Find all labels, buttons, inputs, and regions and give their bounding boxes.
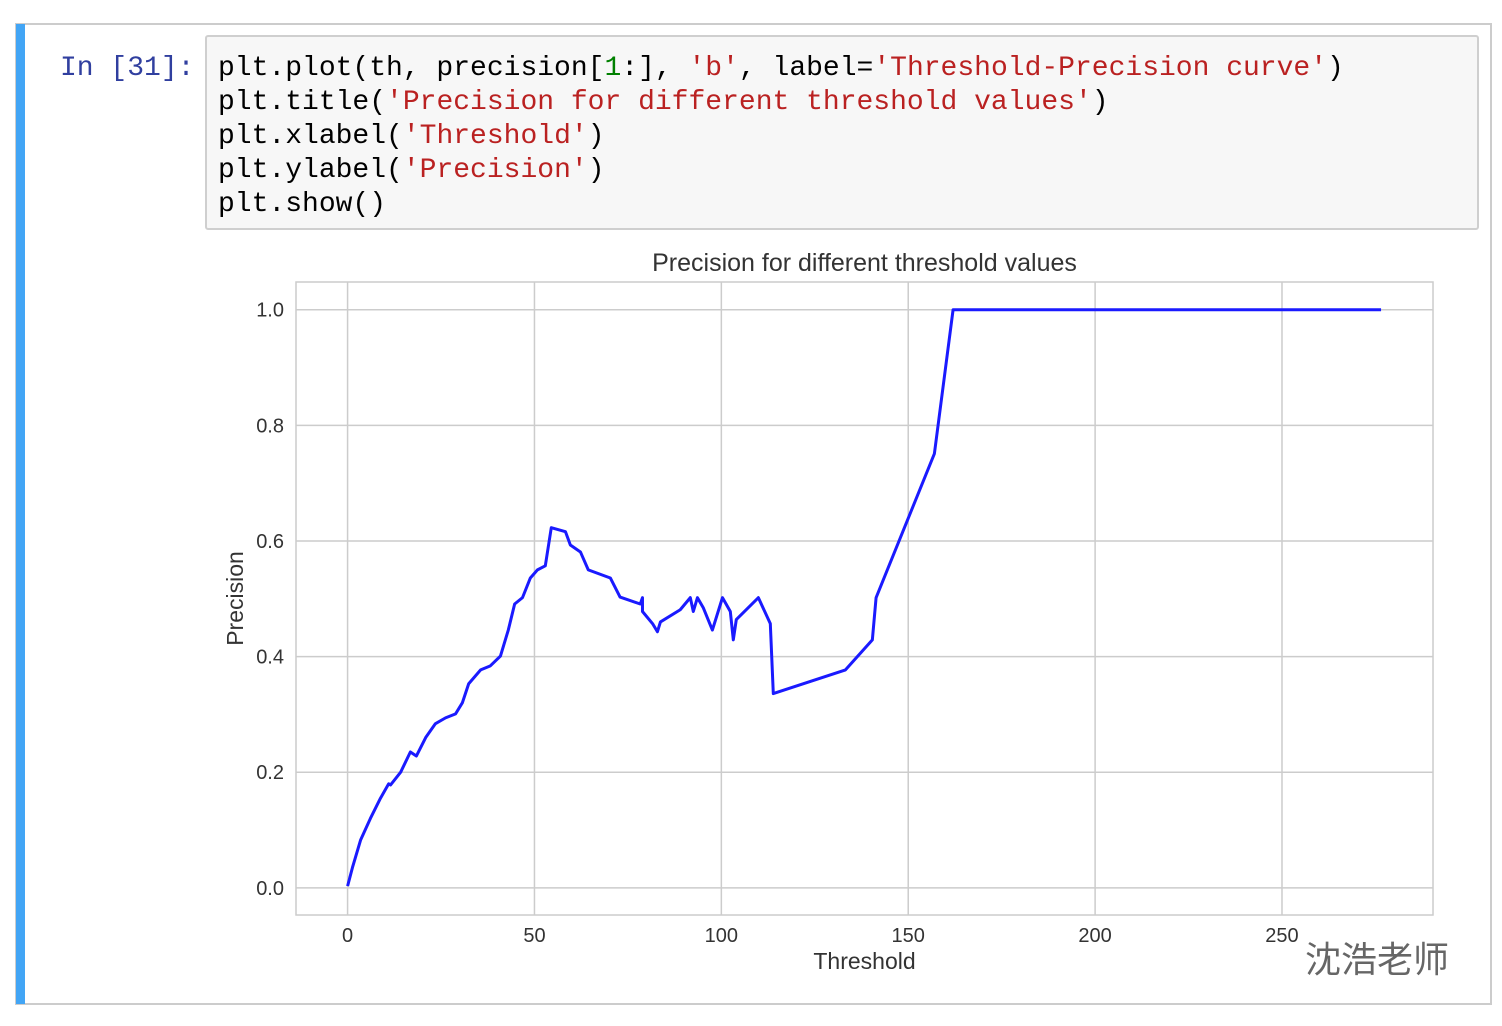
code-line: plt.title('Precision for different thres… xyxy=(218,87,1109,118)
code-token: ) xyxy=(588,155,605,186)
code-token: plt.title( xyxy=(218,87,386,118)
x-tick-label: 250 xyxy=(1265,925,1298,947)
cell-selection-bar xyxy=(16,24,25,1004)
code-line: plt.plot(th, precision[1:], 'b', label='… xyxy=(218,53,1344,84)
code-token: , label= xyxy=(739,53,873,84)
code-token: ) xyxy=(588,121,605,152)
code-input-box[interactable] xyxy=(205,35,1479,230)
code-lines: plt.plot(th, precision[1:], 'b', label='… xyxy=(218,53,1344,220)
y-tick-label: 0.0 xyxy=(256,878,284,900)
x-axis-label: Threshold xyxy=(813,948,915,974)
code-token: 'Threshold-Precision curve' xyxy=(873,53,1327,84)
watermark: 沈浩老师 xyxy=(1305,939,1449,980)
input-prompt: In [31]: xyxy=(60,53,194,84)
code-line: plt.show() xyxy=(218,189,386,220)
y-tick-label: 0.2 xyxy=(256,762,284,784)
code-token: 'b' xyxy=(689,53,739,84)
x-tick-label: 0 xyxy=(342,925,353,947)
y-tick-label: 0.8 xyxy=(256,415,284,437)
code-token: :], xyxy=(621,53,688,84)
code-token: 'Threshold' xyxy=(403,121,588,152)
y-tick-label: 0.6 xyxy=(256,531,284,553)
code-token: 'Precision for different threshold value… xyxy=(386,87,1092,118)
plot-area xyxy=(295,281,1434,916)
x-tick-label: 150 xyxy=(892,925,925,947)
code-token: ) xyxy=(1327,53,1344,84)
x-tick-label: 200 xyxy=(1078,925,1111,947)
y-tick-label: 0.4 xyxy=(256,647,284,669)
code-token: 'Precision' xyxy=(403,155,588,186)
code-token: ) xyxy=(1092,87,1109,118)
code-token: plt.show() xyxy=(218,189,386,220)
y-tick-label: 1.0 xyxy=(256,300,284,322)
x-tick-label: 100 xyxy=(705,925,738,947)
code-token: plt.xlabel( xyxy=(218,121,403,152)
y-axis-label: Precision xyxy=(222,551,248,646)
code-token: 1 xyxy=(604,53,621,84)
chart-title: Precision for different threshold values xyxy=(652,249,1077,277)
data-line xyxy=(346,308,1382,887)
code-token: plt.ylabel( xyxy=(218,155,403,186)
code-line: plt.xlabel('Threshold') xyxy=(218,121,605,152)
x-tick-label: 50 xyxy=(523,925,545,947)
code-token: plt.plot(th, precision[ xyxy=(218,53,604,84)
chart: 0 50 100 150 200 250 0.0 0.2 0.4 0.6 0.8 1.0 Precisi… xyxy=(222,249,1434,974)
code-line: plt.ylabel('Precision') xyxy=(218,155,605,186)
